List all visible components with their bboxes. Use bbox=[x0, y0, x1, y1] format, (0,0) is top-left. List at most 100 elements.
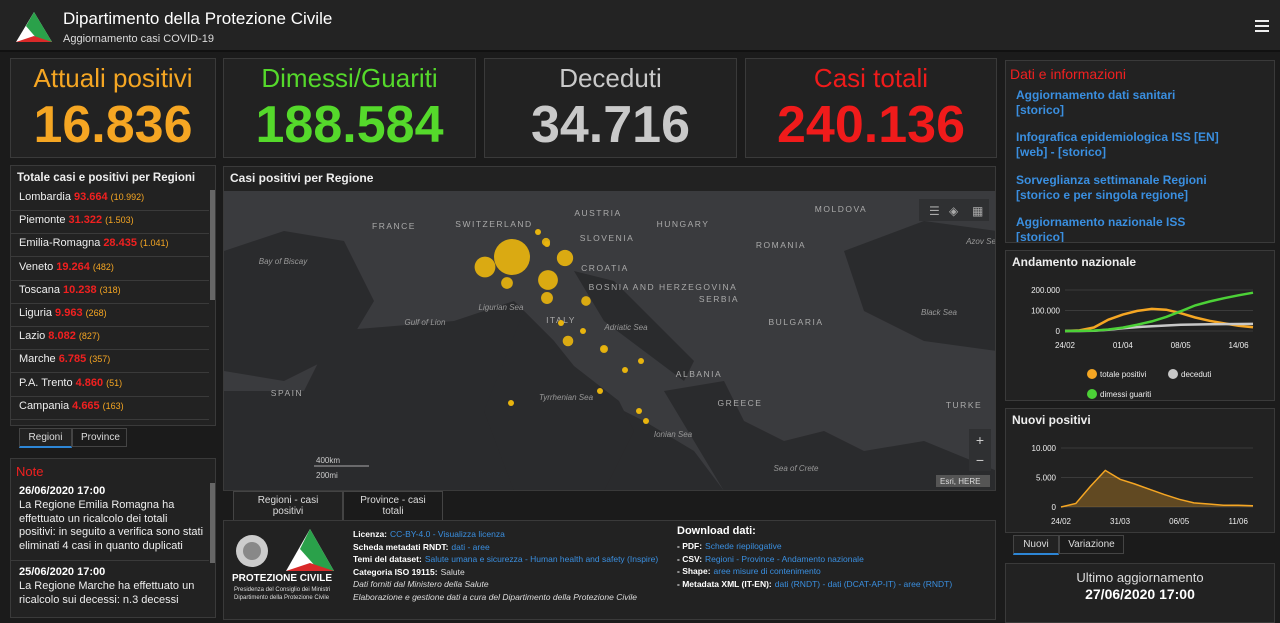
y-tick-label: 200.000 bbox=[1031, 286, 1060, 295]
footer-text[interactable]: Salute umana e sicurezza - Human health … bbox=[424, 554, 659, 564]
region-row[interactable]: Veneto 19.264 (482) bbox=[19, 261, 114, 273]
footer-line: - PDF: Schede riepilogative bbox=[677, 541, 782, 551]
region-positive: (357) bbox=[89, 354, 111, 365]
region-positive: (1.041) bbox=[139, 238, 169, 249]
sea-label: Bay of Biscay bbox=[259, 257, 308, 266]
footer-text[interactable]: dati - aree bbox=[451, 541, 490, 552]
kpi-card: Deceduti 34.716 bbox=[484, 58, 737, 158]
kpi-card: Attuali positivi 16.836 bbox=[10, 58, 216, 158]
footer-text[interactable]: CC-BY-4.0 - Visualizza licenza bbox=[390, 529, 505, 539]
region-tab[interactable]: Regioni bbox=[19, 428, 72, 448]
region-total: 9.963 bbox=[55, 307, 83, 319]
country-label: TURKE bbox=[946, 400, 982, 410]
info-link[interactable]: Sorveglianza settimanale Regioni bbox=[1016, 172, 1207, 187]
x-tick-label: 01/04 bbox=[1113, 341, 1134, 350]
region-positive: (827) bbox=[78, 331, 100, 342]
nuovi-tab[interactable]: Nuovi bbox=[1013, 535, 1059, 555]
info-link[interactable]: Aggiornamento dati sanitari bbox=[1016, 88, 1176, 102]
map-tab[interactable]: Regioni - casi positivi bbox=[233, 491, 343, 522]
footer-line: - CSV: Regioni - Province - Andamento naz… bbox=[677, 554, 864, 564]
footer-line: Scheda metadati RNDT: dati - aree bbox=[353, 542, 490, 552]
region-name: Marche bbox=[19, 353, 56, 366]
row-divider bbox=[11, 326, 209, 327]
sea-label: Gulf of Lion bbox=[405, 318, 446, 327]
nuovi-title: Nuovi positivi bbox=[1012, 413, 1091, 427]
x-tick-label: 24/02 bbox=[1055, 341, 1076, 350]
row-divider bbox=[11, 302, 209, 304]
footer-link[interactable]: Regioni - Province - Andamento nazionale bbox=[705, 553, 864, 564]
kpi-label: Attuali positivi bbox=[33, 63, 193, 93]
scrollbar[interactable] bbox=[210, 190, 215, 300]
region-bubble[interactable] bbox=[541, 292, 553, 304]
attribution-bg bbox=[936, 475, 990, 487]
region-bubble[interactable] bbox=[581, 296, 591, 306]
kpi-label: Deceduti bbox=[559, 63, 662, 93]
kpi-label: Dimessi/Guariti bbox=[261, 63, 438, 93]
region-name: Toscana bbox=[19, 283, 60, 296]
header-title: Dipartimento della Protezione Civile bbox=[63, 9, 333, 28]
region-bubble[interactable] bbox=[556, 249, 574, 267]
region-bubble[interactable] bbox=[474, 256, 496, 278]
y-tick-label: 0 bbox=[1056, 327, 1061, 336]
footer-link[interactable]: dati (RNDT) - dati (DCAT-AP-IT) - aree (… bbox=[774, 578, 953, 589]
info-link[interactable]: Infografica epidemiologica ISS [EN] bbox=[1016, 130, 1219, 145]
country-label: BOSNIA AND HERZEGOVINA bbox=[589, 282, 738, 292]
region-total: 10.238 bbox=[62, 283, 97, 296]
region-total: 8.082 bbox=[48, 330, 76, 343]
region-bubble[interactable] bbox=[538, 270, 558, 290]
footer-line: Elaborazione e gestione dati a cura del … bbox=[353, 592, 637, 602]
region-row[interactable]: Lazio 8.082 (827) bbox=[19, 330, 100, 342]
country-label: HUNGARY bbox=[657, 219, 710, 229]
footer-label: Temi del dataset: bbox=[353, 554, 422, 564]
footer-label: Licenza: bbox=[353, 529, 388, 539]
info-sub[interactable]: [storico] bbox=[1016, 229, 1064, 243]
regions-panel: Totale casi e positivi per Regioni Lomba… bbox=[10, 165, 216, 426]
footer-line: - Shape: aree misure di contenimento bbox=[677, 566, 821, 576]
info-sub[interactable]: [storico] bbox=[1016, 103, 1064, 117]
line bbox=[1060, 469, 1254, 508]
region-bubble[interactable] bbox=[494, 239, 530, 275]
region-row[interactable]: Toscana 10.238 (318) bbox=[19, 284, 121, 296]
info-sub[interactable]: [web] - [storico] bbox=[1016, 145, 1106, 160]
region-bubble[interactable] bbox=[562, 335, 574, 347]
country-label: SPAIN bbox=[271, 388, 303, 398]
region-row[interactable]: Piemonte 31.322 (1.503) bbox=[19, 214, 134, 226]
region-positive: (482) bbox=[92, 261, 114, 272]
legend-swatch bbox=[1168, 369, 1178, 379]
menu-button[interactable] bbox=[1255, 20, 1270, 34]
kpi-card: Dimessi/Guariti 188.584 bbox=[223, 58, 476, 158]
row-divider bbox=[11, 256, 209, 258]
area bbox=[1061, 470, 1253, 507]
footer-link[interactable]: aree misure di contenimento bbox=[713, 566, 821, 576]
province-dot bbox=[638, 358, 644, 364]
map-tab[interactable]: Province - casi totali bbox=[343, 491, 443, 521]
andamento-chart: 0 100.000 200.000 24/02 01/04 08/05 14/06 total… bbox=[1031, 286, 1254, 399]
country-label: FRANCE bbox=[372, 221, 416, 231]
province-dot bbox=[580, 328, 586, 334]
province-dot bbox=[544, 241, 550, 247]
region-row[interactable]: Liguria 9.963 (268) bbox=[19, 307, 107, 319]
row-divider bbox=[11, 418, 209, 420]
footer-link[interactable]: Schede riepilogative bbox=[705, 541, 782, 551]
row-divider bbox=[11, 279, 209, 281]
info-sub[interactable]: [storico e per singola regione] bbox=[1016, 187, 1189, 202]
x-tick-label: 06/05 bbox=[1169, 517, 1190, 526]
nuovi-tab[interactable]: Variazione bbox=[1059, 535, 1124, 554]
region-positive: (51) bbox=[106, 377, 123, 388]
region-row[interactable]: Marche 6.785 (357) bbox=[19, 353, 110, 365]
region-row[interactable]: P.A. Trento 4.860 (51) bbox=[19, 377, 122, 389]
update-panel: Ultimo aggiornamento 27/06/2020 17:00 bbox=[1005, 563, 1275, 623]
country-label: AUSTRIA bbox=[574, 208, 621, 218]
region-row[interactable]: Campania 4.665 (163) bbox=[19, 400, 124, 412]
note-date: 26/06/2020 17:00 bbox=[19, 485, 106, 497]
region-bubble[interactable] bbox=[501, 277, 513, 289]
country-label: SLOVENIA bbox=[580, 233, 635, 243]
scrollbar[interactable] bbox=[210, 483, 215, 563]
row-divider bbox=[11, 210, 209, 211]
region-tab[interactable]: Province bbox=[72, 428, 127, 447]
info-link[interactable]: Aggiornamento nazionale ISS bbox=[1016, 214, 1186, 229]
map[interactable]: ☰ ◈ ▦ + − FRANCE SWITZERLAND AUSTRIA HUNGARY MO… bbox=[224, 191, 996, 491]
region-row[interactable]: Emilia-Romagna 28.435 (1.041) bbox=[19, 237, 169, 249]
region-row[interactable]: Lombardia 93.664 (10.992) bbox=[19, 191, 144, 203]
